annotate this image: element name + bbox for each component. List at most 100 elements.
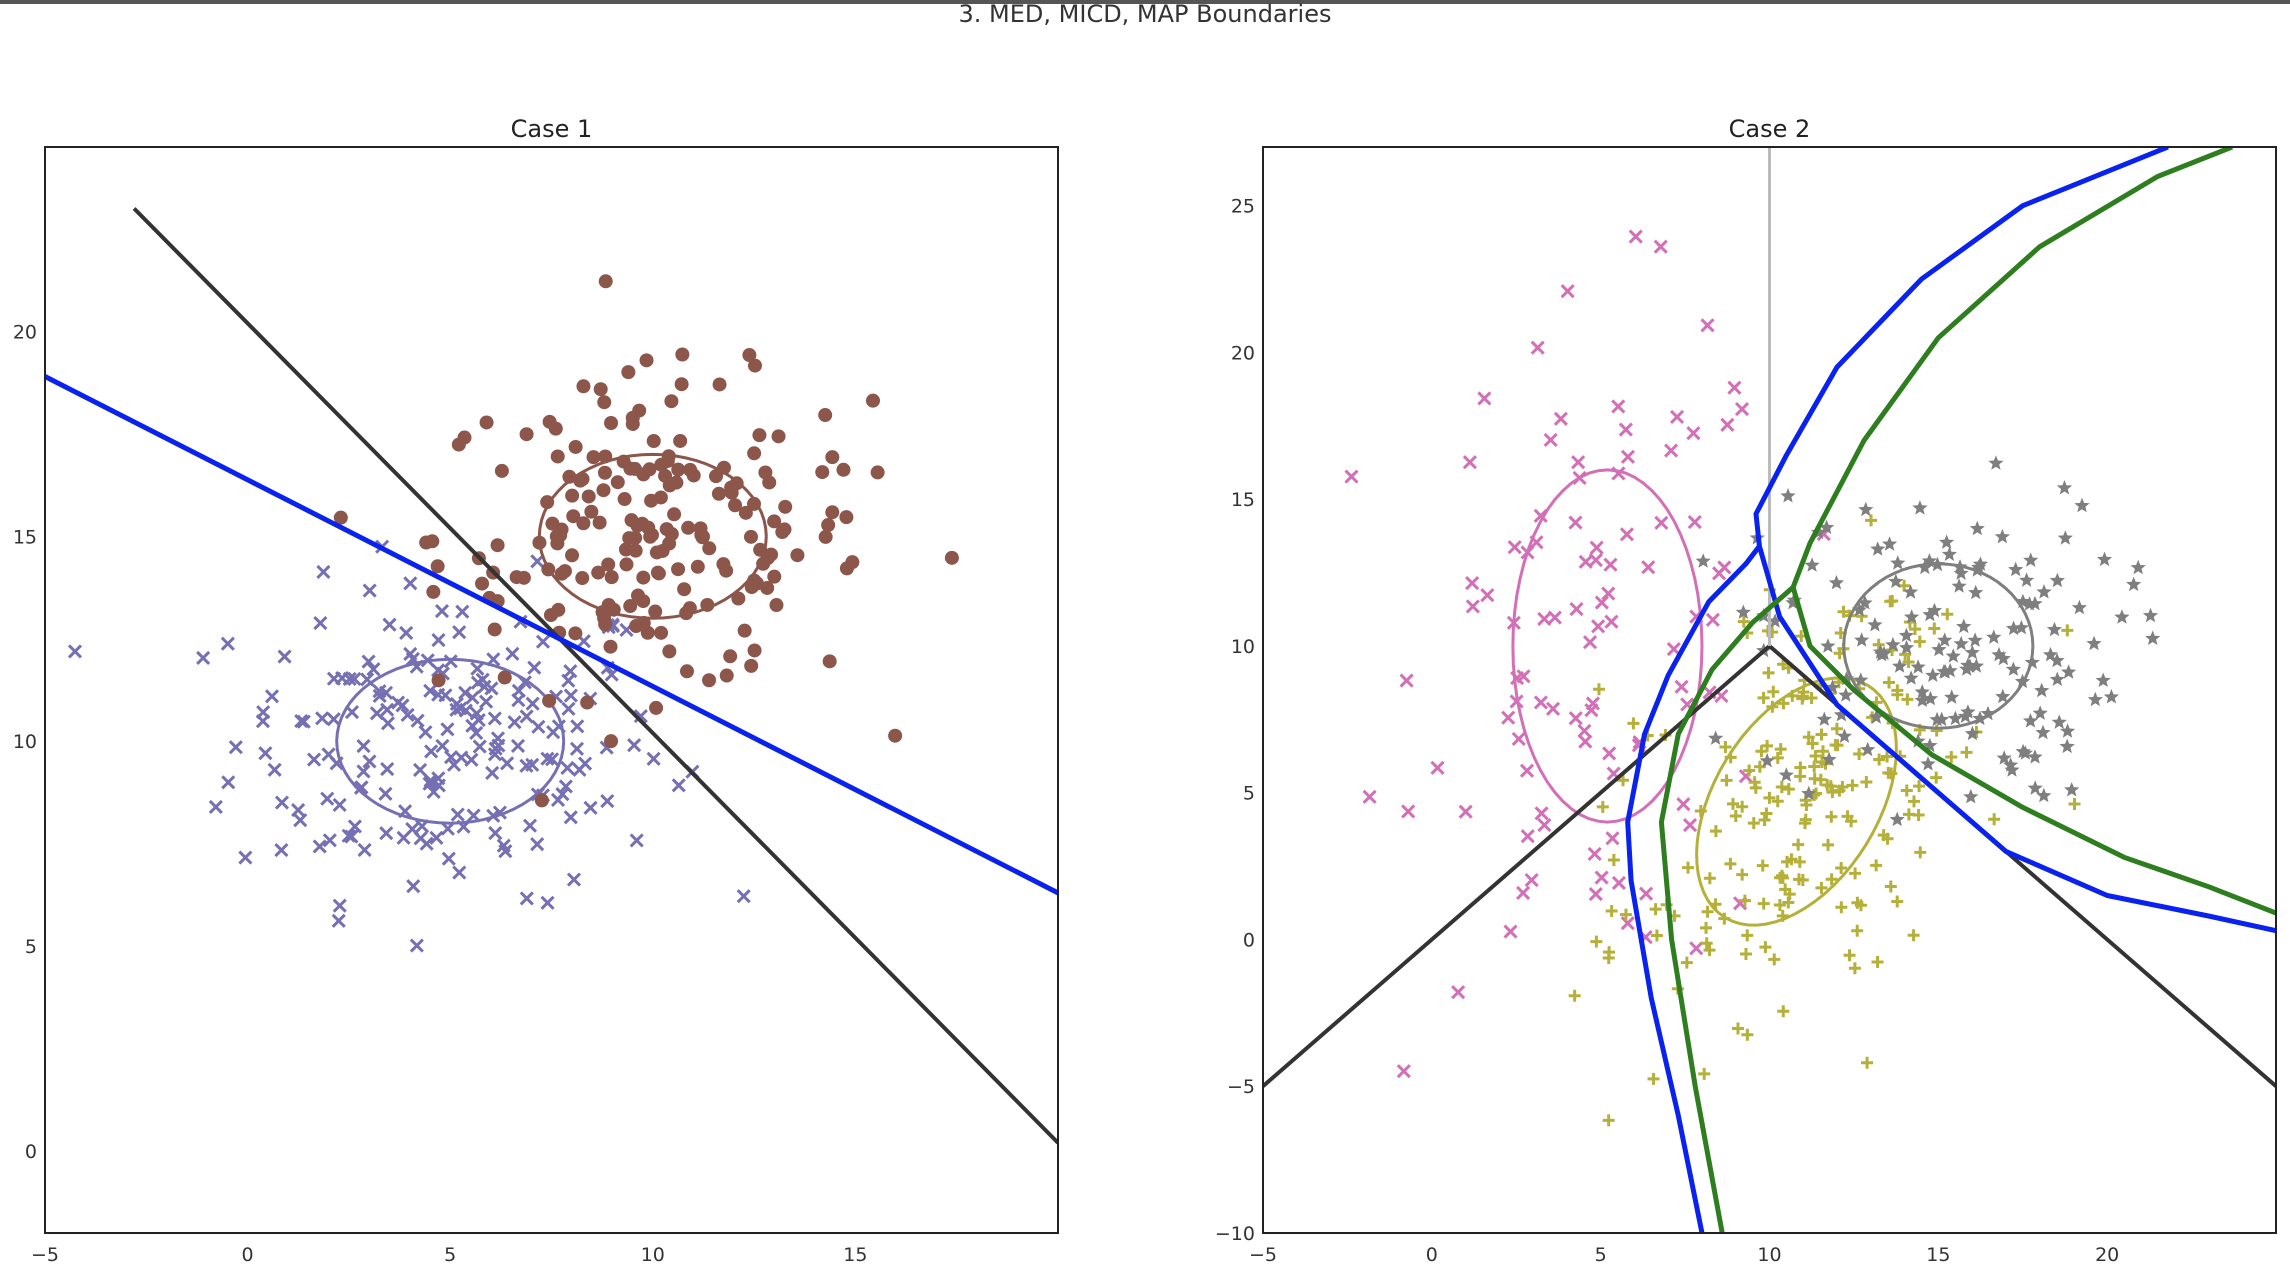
data-point-x	[561, 701, 576, 716]
data-point-star	[1778, 767, 1794, 782]
data-point-circle	[550, 449, 565, 464]
data-point-circle	[944, 550, 959, 565]
data-point-plus	[1891, 688, 1904, 701]
data-point-x	[1507, 540, 1522, 555]
data-point-circle	[756, 556, 771, 571]
chart-title: Case 1	[511, 115, 593, 143]
data-point-plus	[1775, 780, 1788, 793]
data-point-plus	[1814, 773, 1827, 786]
data-point-star	[1960, 704, 1976, 719]
data-point-plus	[1809, 749, 1822, 762]
data-point-plus	[1873, 753, 1886, 766]
boundary-line	[1756, 545, 2276, 934]
data-point-x	[1503, 924, 1518, 939]
data-point-plus	[1891, 895, 1904, 908]
data-point-star	[1991, 646, 2007, 662]
data-point-star	[1889, 811, 1905, 827]
data-point-x	[458, 685, 473, 700]
data-point-x	[1603, 557, 1618, 572]
data-point-star	[2005, 661, 2021, 676]
data-point-plus	[1902, 655, 1915, 668]
data-point-circle	[822, 654, 837, 669]
data-point-circle	[649, 545, 664, 560]
data-point-plus	[1731, 1022, 1744, 1035]
data-point-x	[267, 762, 282, 777]
data-point-circle	[674, 377, 689, 392]
data-point-x	[465, 690, 480, 705]
data-point-x	[519, 891, 534, 906]
data-point-plus	[1836, 781, 1849, 794]
data-point-plus	[1650, 929, 1663, 942]
data-point-star	[1939, 534, 1955, 549]
data-point-star	[1851, 602, 1867, 617]
data-point-x	[1571, 455, 1586, 470]
data-point-circle	[845, 555, 860, 570]
data-point-x	[274, 843, 289, 858]
data-point-x	[1619, 527, 1634, 542]
data-point-x	[378, 685, 394, 700]
data-point-circle	[604, 570, 619, 585]
data-point-star	[1994, 528, 2010, 544]
data-point-x	[403, 646, 418, 661]
data-point-x	[1720, 417, 1735, 432]
data-point-x	[578, 756, 593, 771]
data-point-x	[1582, 635, 1598, 650]
data-point-x	[1588, 553, 1603, 568]
data-point-x	[1568, 515, 1583, 530]
y-tick-label: 15	[1231, 489, 1255, 511]
data-point-star	[1945, 648, 1961, 663]
data-point-plus	[1700, 921, 1713, 934]
data-point-plus	[1815, 881, 1828, 894]
data-point-plus	[1758, 813, 1771, 826]
data-point-x	[1520, 829, 1535, 844]
data-point-circle	[675, 347, 690, 362]
data-point-x	[357, 842, 372, 858]
data-point-x	[1577, 723, 1592, 738]
scatter-layer	[67, 274, 959, 953]
data-point-star	[2015, 593, 2031, 609]
data-point-x	[418, 725, 433, 740]
data-point-circle	[658, 468, 673, 483]
data-point-circle	[601, 597, 616, 612]
data-point-plus	[1767, 685, 1780, 698]
data-point-circle	[431, 673, 446, 688]
data-point-x	[406, 879, 421, 894]
data-point-star	[1969, 520, 1985, 536]
data-point-circle	[490, 538, 505, 553]
data-point-circle	[836, 462, 851, 477]
data-point-star	[1816, 711, 1832, 726]
data-point-plus	[1902, 808, 1915, 821]
data-point-x	[458, 703, 473, 718]
data-point-star	[2130, 559, 2146, 575]
data-point-circle	[777, 522, 792, 537]
data-point-circle	[549, 529, 564, 544]
data-point-circle	[769, 598, 784, 613]
data-point-plus	[1822, 838, 1835, 851]
data-point-x	[488, 825, 503, 841]
data-point-star	[1944, 689, 1960, 704]
data-point-x	[440, 722, 455, 737]
data-point-circle	[839, 510, 854, 525]
boundary-line	[1790, 586, 2276, 916]
data-point-x	[487, 747, 502, 762]
data-point-circle	[667, 507, 682, 522]
data-point-plus	[1747, 817, 1760, 830]
data-point-x	[221, 775, 236, 790]
data-point-star	[1899, 639, 1915, 655]
data-point-star	[1804, 557, 1820, 572]
data-point-star	[1914, 684, 1930, 699]
data-point-circle	[576, 516, 591, 531]
data-point-circle	[457, 430, 472, 445]
data-point-circle	[641, 520, 656, 535]
data-point-x	[438, 688, 453, 703]
data-point-circle	[562, 469, 577, 484]
data-point-x	[380, 762, 395, 777]
data-point-circle	[644, 493, 659, 508]
data-point-x	[1568, 711, 1583, 726]
data-point-star	[1854, 632, 1870, 647]
data-point-plus	[1941, 608, 1954, 621]
data-point-plus	[1796, 690, 1809, 703]
data-point-x	[228, 740, 243, 755]
data-point-circle	[621, 365, 636, 380]
data-point-plus	[1741, 929, 1754, 942]
